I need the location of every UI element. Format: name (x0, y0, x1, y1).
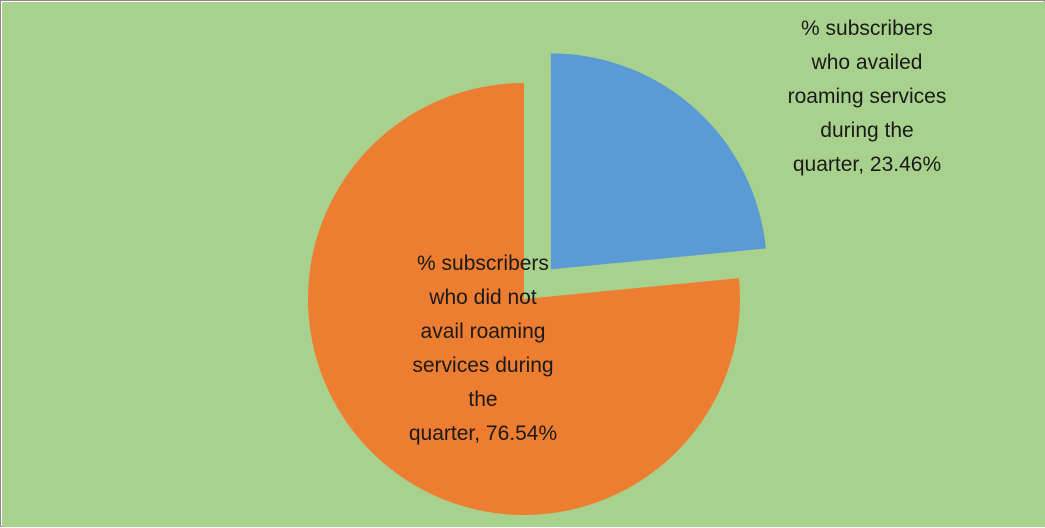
slice-label-line: % subscribers (801, 17, 933, 40)
slice-label-line: who availed (811, 51, 923, 74)
slice-label-line: quarter, 76.54% (409, 422, 557, 445)
slice-label-line: services during (412, 354, 553, 377)
slice-label-line: avail roaming (421, 320, 546, 343)
slice-label-line: during the (820, 119, 913, 142)
slice-data-label-1: % subscribers who availed roaming services… (788, 17, 947, 176)
slice-label-line: % subscribers (417, 252, 549, 275)
pie-slice-2 (308, 83, 741, 515)
slice-label-line: who did not (428, 286, 537, 309)
slice-label-line: the (468, 388, 497, 411)
slice-label-line: roaming services (788, 85, 947, 108)
slice-label-line: quarter, 23.46% (793, 153, 941, 176)
pie-slice-1 (550, 53, 766, 270)
slice-data-label-2: % subscribers who did not avail roaming ser… (409, 252, 557, 445)
